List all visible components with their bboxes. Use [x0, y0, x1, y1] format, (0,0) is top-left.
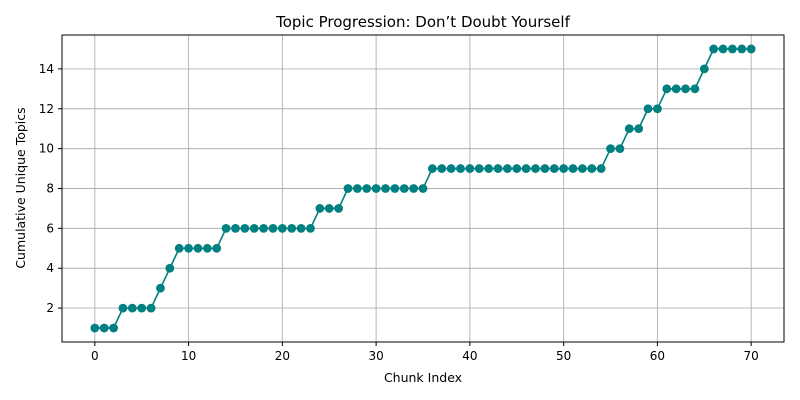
y-tick-label: 6 [46, 221, 54, 235]
x-tick-label: 70 [744, 349, 759, 363]
data-point [324, 204, 334, 213]
x-axis-label: Chunk Index [384, 370, 462, 385]
x-tick-label: 40 [462, 349, 477, 363]
data-point [634, 124, 644, 134]
data-point [127, 303, 137, 313]
x-axis-ticks: 0 10 20 30 40 50 60 70 [91, 342, 759, 363]
data-point [502, 164, 512, 173]
data-point [118, 303, 128, 313]
data-point [315, 204, 325, 213]
data-point [615, 144, 625, 154]
data-point [493, 164, 503, 173]
data-point [259, 223, 268, 233]
data-point [193, 243, 203, 253]
chart-title: Topic Progression: Don’t Doubt Yourself [275, 13, 570, 31]
data-point [277, 223, 287, 233]
data-point [578, 164, 587, 173]
data-point [653, 104, 662, 114]
data-point [399, 184, 409, 193]
x-tick-label: 20 [275, 349, 290, 363]
data-point [371, 184, 381, 193]
data-point [549, 164, 559, 173]
data-point [662, 84, 672, 94]
data-point [334, 204, 344, 213]
data-point [681, 84, 690, 94]
data-point [643, 104, 653, 114]
data-point [156, 283, 165, 293]
data-point [221, 223, 231, 233]
y-tick-label: 8 [46, 182, 54, 196]
data-point [362, 184, 372, 193]
y-tick-label: 14 [39, 62, 54, 76]
data-point [249, 223, 259, 233]
y-tick-label: 4 [46, 261, 54, 275]
x-tick-label: 60 [650, 349, 665, 363]
data-point [352, 184, 362, 193]
data-point [624, 124, 634, 134]
y-tick-label: 10 [39, 142, 54, 156]
data-points [90, 44, 756, 333]
y-tick-label: 2 [46, 301, 54, 315]
data-point [746, 44, 756, 54]
data-point [540, 164, 550, 173]
data-point [165, 263, 175, 273]
data-point [390, 184, 400, 193]
data-point [146, 303, 156, 313]
y-axis-label: Cumulative Unique Topics [13, 107, 28, 268]
y-axis-ticks: 2 4 6 8 10 12 14 [39, 62, 62, 315]
data-point [671, 84, 681, 94]
data-point [699, 64, 709, 74]
data-point [728, 44, 737, 54]
data-point [99, 323, 109, 333]
data-point [287, 223, 297, 233]
data-point [606, 144, 615, 154]
data-point [512, 164, 522, 173]
data-point [381, 184, 390, 193]
data-point [296, 223, 306, 233]
data-point [474, 164, 484, 173]
data-point [690, 84, 700, 94]
data-point [568, 164, 578, 173]
data-point [531, 164, 540, 173]
data-point [587, 164, 597, 173]
data-point [90, 323, 100, 333]
data-point [446, 164, 456, 173]
data-point [521, 164, 531, 173]
grid-lines [62, 35, 784, 342]
x-tick-label: 50 [556, 349, 571, 363]
x-tick-label: 0 [91, 349, 99, 363]
data-point [109, 323, 118, 333]
data-point [718, 44, 728, 54]
data-point [184, 243, 193, 253]
data-point [174, 243, 184, 253]
data-point [465, 164, 475, 173]
data-point [202, 243, 212, 253]
data-point [484, 164, 494, 173]
x-tick-label: 10 [181, 349, 196, 363]
data-point [437, 164, 447, 173]
data-point [231, 223, 240, 233]
data-point [268, 223, 278, 233]
data-point [212, 243, 222, 253]
data-point [409, 184, 419, 193]
data-point [456, 164, 465, 173]
data-point [343, 184, 353, 193]
data-point [737, 44, 747, 54]
y-tick-label: 12 [39, 102, 54, 116]
data-point [596, 164, 606, 173]
data-point [306, 223, 315, 233]
x-tick-label: 30 [368, 349, 383, 363]
data-point [709, 44, 719, 54]
data-point [240, 223, 250, 233]
data-point [418, 184, 428, 193]
data-point [137, 303, 147, 313]
data-point [559, 164, 569, 173]
data-point [427, 164, 437, 173]
